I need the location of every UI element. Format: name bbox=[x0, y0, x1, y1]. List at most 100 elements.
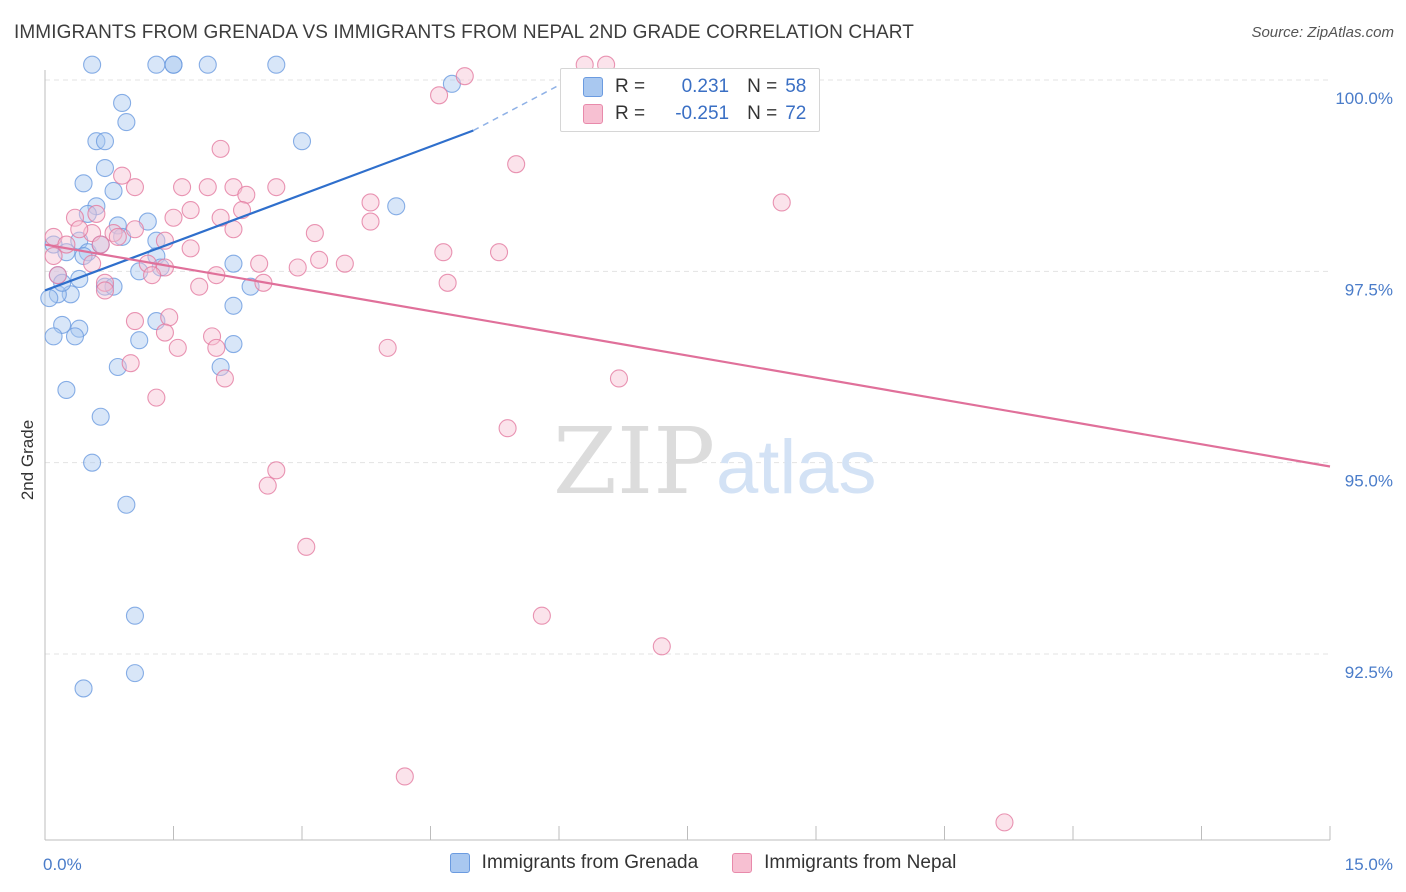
data-point-nepal bbox=[108, 227, 127, 246]
legend-label-grenada: Immigrants from Grenada bbox=[481, 852, 699, 873]
data-point-nepal bbox=[113, 166, 132, 185]
data-point-nepal bbox=[498, 419, 517, 438]
data-point-nepal bbox=[395, 767, 414, 786]
data-point-nepal bbox=[48, 266, 67, 285]
data-point-grenada bbox=[117, 495, 136, 514]
data-point-nepal bbox=[305, 224, 324, 243]
legend-swatch-grenada bbox=[449, 853, 470, 873]
data-point-nepal bbox=[438, 273, 457, 292]
data-point-nepal bbox=[155, 323, 174, 342]
data-point-nepal bbox=[121, 354, 140, 373]
watermark-zip: ZIP bbox=[553, 408, 715, 515]
data-point-grenada bbox=[113, 93, 132, 113]
data-point-nepal bbox=[203, 327, 222, 346]
trend-line-nepal bbox=[44, 243, 1331, 468]
data-point-nepal bbox=[297, 537, 316, 556]
data-point-nepal bbox=[168, 338, 187, 357]
data-point-grenada bbox=[44, 327, 63, 346]
data-point-nepal bbox=[507, 155, 526, 174]
legend-row-grenada: R = 0.231 N = 58 bbox=[583, 74, 806, 100]
data-point-grenada bbox=[147, 55, 166, 74]
data-point-nepal bbox=[378, 338, 397, 357]
data-point-grenada bbox=[125, 664, 144, 683]
data-point-nepal bbox=[430, 86, 449, 105]
data-point-grenada bbox=[198, 55, 217, 74]
data-point-nepal bbox=[237, 185, 256, 204]
y-tick-label: 100.0% bbox=[1335, 89, 1393, 108]
x-tick-label: 0.0% bbox=[43, 855, 82, 874]
data-point-nepal bbox=[434, 243, 453, 262]
data-point-nepal bbox=[198, 178, 217, 197]
legend-label-nepal: Immigrants from Nepal bbox=[764, 852, 957, 873]
data-point-grenada bbox=[104, 277, 123, 296]
data-point-grenada bbox=[91, 407, 110, 426]
data-point-nepal bbox=[207, 338, 226, 357]
data-point-nepal bbox=[361, 193, 380, 212]
data-point-nepal bbox=[532, 606, 551, 625]
data-point-nepal bbox=[995, 813, 1014, 832]
r-label: R = bbox=[615, 76, 646, 97]
correlation-legend: R = 0.231 N = 58 R = -0.251 N = 72 bbox=[560, 68, 820, 132]
data-point-grenada bbox=[74, 679, 93, 698]
trend-lines bbox=[44, 75, 1331, 468]
n-value-grenada: 58 bbox=[785, 76, 807, 97]
axes bbox=[44, 70, 1331, 841]
data-point-nepal bbox=[125, 178, 144, 197]
data-point-nepal bbox=[361, 212, 380, 231]
data-point-grenada bbox=[57, 380, 76, 400]
source-label: Source: ZipAtlas.com bbox=[1251, 24, 1394, 41]
x-tick-label: 15.0% bbox=[1345, 855, 1393, 874]
data-point-nepal bbox=[164, 208, 183, 227]
data-point-nepal bbox=[335, 254, 354, 273]
data-point-nepal bbox=[160, 308, 179, 327]
series-legend: Immigrants from Grenada Immigrants from … bbox=[0, 852, 1406, 874]
data-point-grenada bbox=[125, 606, 144, 625]
data-point-grenada bbox=[83, 55, 102, 74]
chart-title: IMMIGRANTS FROM GRENADA VS IMMIGRANTS FR… bbox=[14, 22, 914, 43]
data-point-grenada bbox=[292, 132, 312, 151]
data-point-nepal bbox=[95, 273, 115, 292]
data-point-grenada bbox=[40, 289, 59, 308]
data-point-grenada bbox=[224, 334, 243, 354]
data-point-nepal bbox=[211, 139, 230, 158]
legend-item-nepal[interactable]: Immigrants from Nepal bbox=[732, 852, 956, 874]
y-tick-label: 92.5% bbox=[1345, 663, 1393, 682]
data-point-grenada bbox=[74, 174, 93, 193]
trend-line-grenada bbox=[44, 129, 474, 292]
data-point-grenada bbox=[70, 269, 89, 289]
y-tick-label: 95.0% bbox=[1345, 472, 1393, 491]
tick-labels: 100.0% 97.5% 95.0% 92.5% 0.0% 15.0% bbox=[43, 89, 1393, 874]
data-point-nepal bbox=[181, 201, 200, 220]
watermark-atlas: atlas bbox=[716, 425, 877, 510]
series-nepal bbox=[44, 55, 1014, 832]
data-point-nepal bbox=[147, 388, 166, 407]
data-point-grenada bbox=[211, 357, 230, 377]
data-point-nepal bbox=[489, 243, 509, 262]
data-point-nepal bbox=[95, 281, 115, 300]
legend-row-nepal: R = -0.251 N = 72 bbox=[583, 101, 806, 127]
data-point-grenada bbox=[224, 254, 243, 273]
data-point-grenada bbox=[95, 132, 115, 151]
data-point-grenada bbox=[104, 181, 123, 201]
data-point-nepal bbox=[87, 204, 106, 223]
data-point-nepal bbox=[609, 369, 629, 388]
data-point-nepal bbox=[91, 235, 110, 254]
data-point-nepal bbox=[258, 476, 277, 495]
data-point-grenada bbox=[164, 55, 183, 74]
watermark: ZIP atlas bbox=[553, 408, 877, 515]
series-grenada bbox=[40, 55, 461, 698]
legend-item-grenada[interactable]: Immigrants from Grenada bbox=[449, 852, 699, 874]
data-point-nepal bbox=[215, 369, 234, 388]
data-point-grenada bbox=[387, 197, 406, 216]
legend-swatch-nepal bbox=[732, 853, 753, 873]
legend-swatch-nepal bbox=[583, 104, 603, 124]
data-point-grenada bbox=[83, 453, 102, 472]
data-point-grenada bbox=[130, 331, 149, 350]
data-point-nepal bbox=[57, 235, 76, 254]
data-point-nepal bbox=[267, 178, 286, 197]
data-point-nepal bbox=[652, 637, 671, 656]
data-point-nepal bbox=[288, 258, 307, 277]
data-point-nepal bbox=[70, 220, 89, 239]
data-point-nepal bbox=[65, 208, 85, 227]
data-point-nepal bbox=[455, 67, 474, 86]
